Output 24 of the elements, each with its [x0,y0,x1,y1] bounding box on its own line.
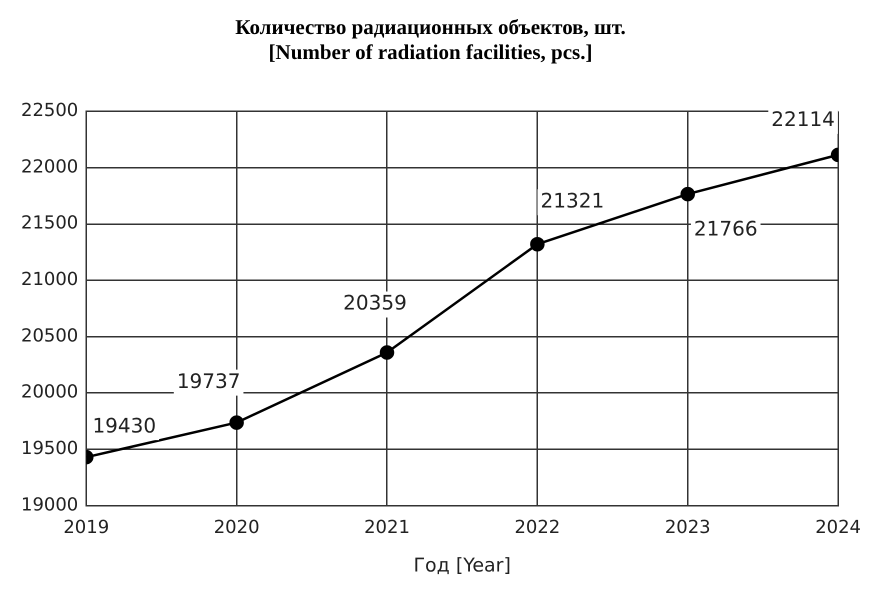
y-tick-label: 21000 [20,269,78,290]
data-label: 22114 [771,107,835,132]
data-label: 19430 [92,413,156,438]
y-tick-label: 19000 [20,494,78,516]
y-tick-label: 22000 [20,156,78,178]
y-tick-label: 21500 [20,212,78,234]
chart-title: Количество радиационных объектов, шт. [Number of radiation facilities, pcs.] [235,15,626,64]
point [380,345,394,360]
data-label: 19737 [176,368,240,393]
x-tick-label: 2019 [63,517,110,538]
y-tick-label: 20000 [20,382,78,403]
y-tick-label: 19500 [20,438,78,459]
data-label: 21766 [694,216,758,240]
data-label: 21321 [540,188,604,212]
y-tick-label: 20500 [20,325,78,346]
x-tick-label: 2020 [214,517,260,538]
x-tick-label: 2021 [364,517,410,538]
x-axis-title: Год [Year] [413,554,511,577]
x-tick-label: 2023 [664,517,711,538]
y-tick-label: 22500 [20,100,78,122]
data-label: 20359 [343,290,407,315]
x-tick-label: 2022 [514,517,560,538]
x-tick-label: 2024 [815,517,861,538]
point [530,236,545,252]
